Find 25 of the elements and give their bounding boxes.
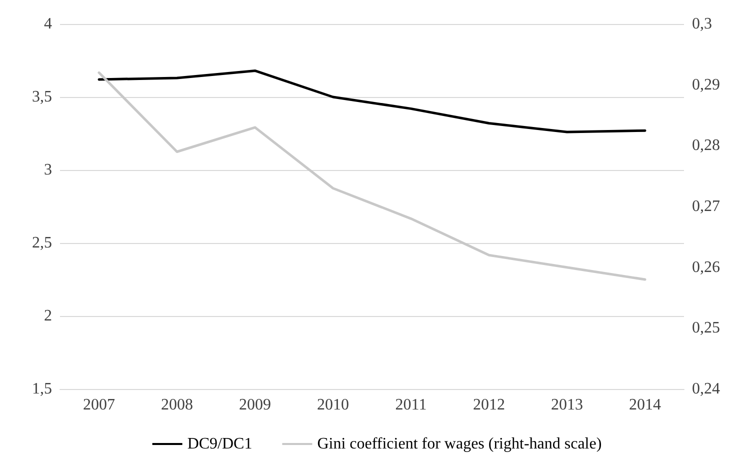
y-tick-label: 4 (44, 16, 52, 32)
y-tick-label: 3,5 (32, 88, 52, 106)
x-tick-label: 2014 (629, 396, 661, 414)
y2-tick-label: 0,29 (692, 76, 720, 94)
x-tick-label: 2010 (317, 396, 349, 414)
x-tick-label: 2008 (161, 396, 193, 414)
y-tick-label: 2 (44, 308, 52, 324)
legend-label: Gini coefficient for wages (right-hand scale) (317, 436, 602, 452)
x-tick-label: 2011 (395, 396, 427, 414)
x-tick-label: 2007 (83, 396, 115, 414)
y2-tick-label: 0,27 (692, 198, 720, 215)
y-tick-label: 1,5 (32, 380, 52, 398)
y2-tick-label: 0,28 (692, 137, 720, 154)
x-tick-label: 2009 (239, 396, 271, 414)
line-series (98, 69, 646, 134)
y2-tick-label: 0,26 (692, 258, 720, 276)
y2-tick-label: 0,3 (692, 16, 712, 32)
x-tick-label: 2012 (473, 396, 505, 414)
line-series (98, 71, 646, 281)
y2-tick-label: 0,25 (692, 320, 720, 337)
x-tick-label: 2013 (551, 396, 583, 414)
y2-tick-label: 0,24 (692, 380, 720, 398)
y-tick-label: 2,5 (32, 234, 52, 252)
y-tick-label: 3 (44, 162, 52, 178)
legend-label: DC9/DC1 (187, 436, 252, 452)
